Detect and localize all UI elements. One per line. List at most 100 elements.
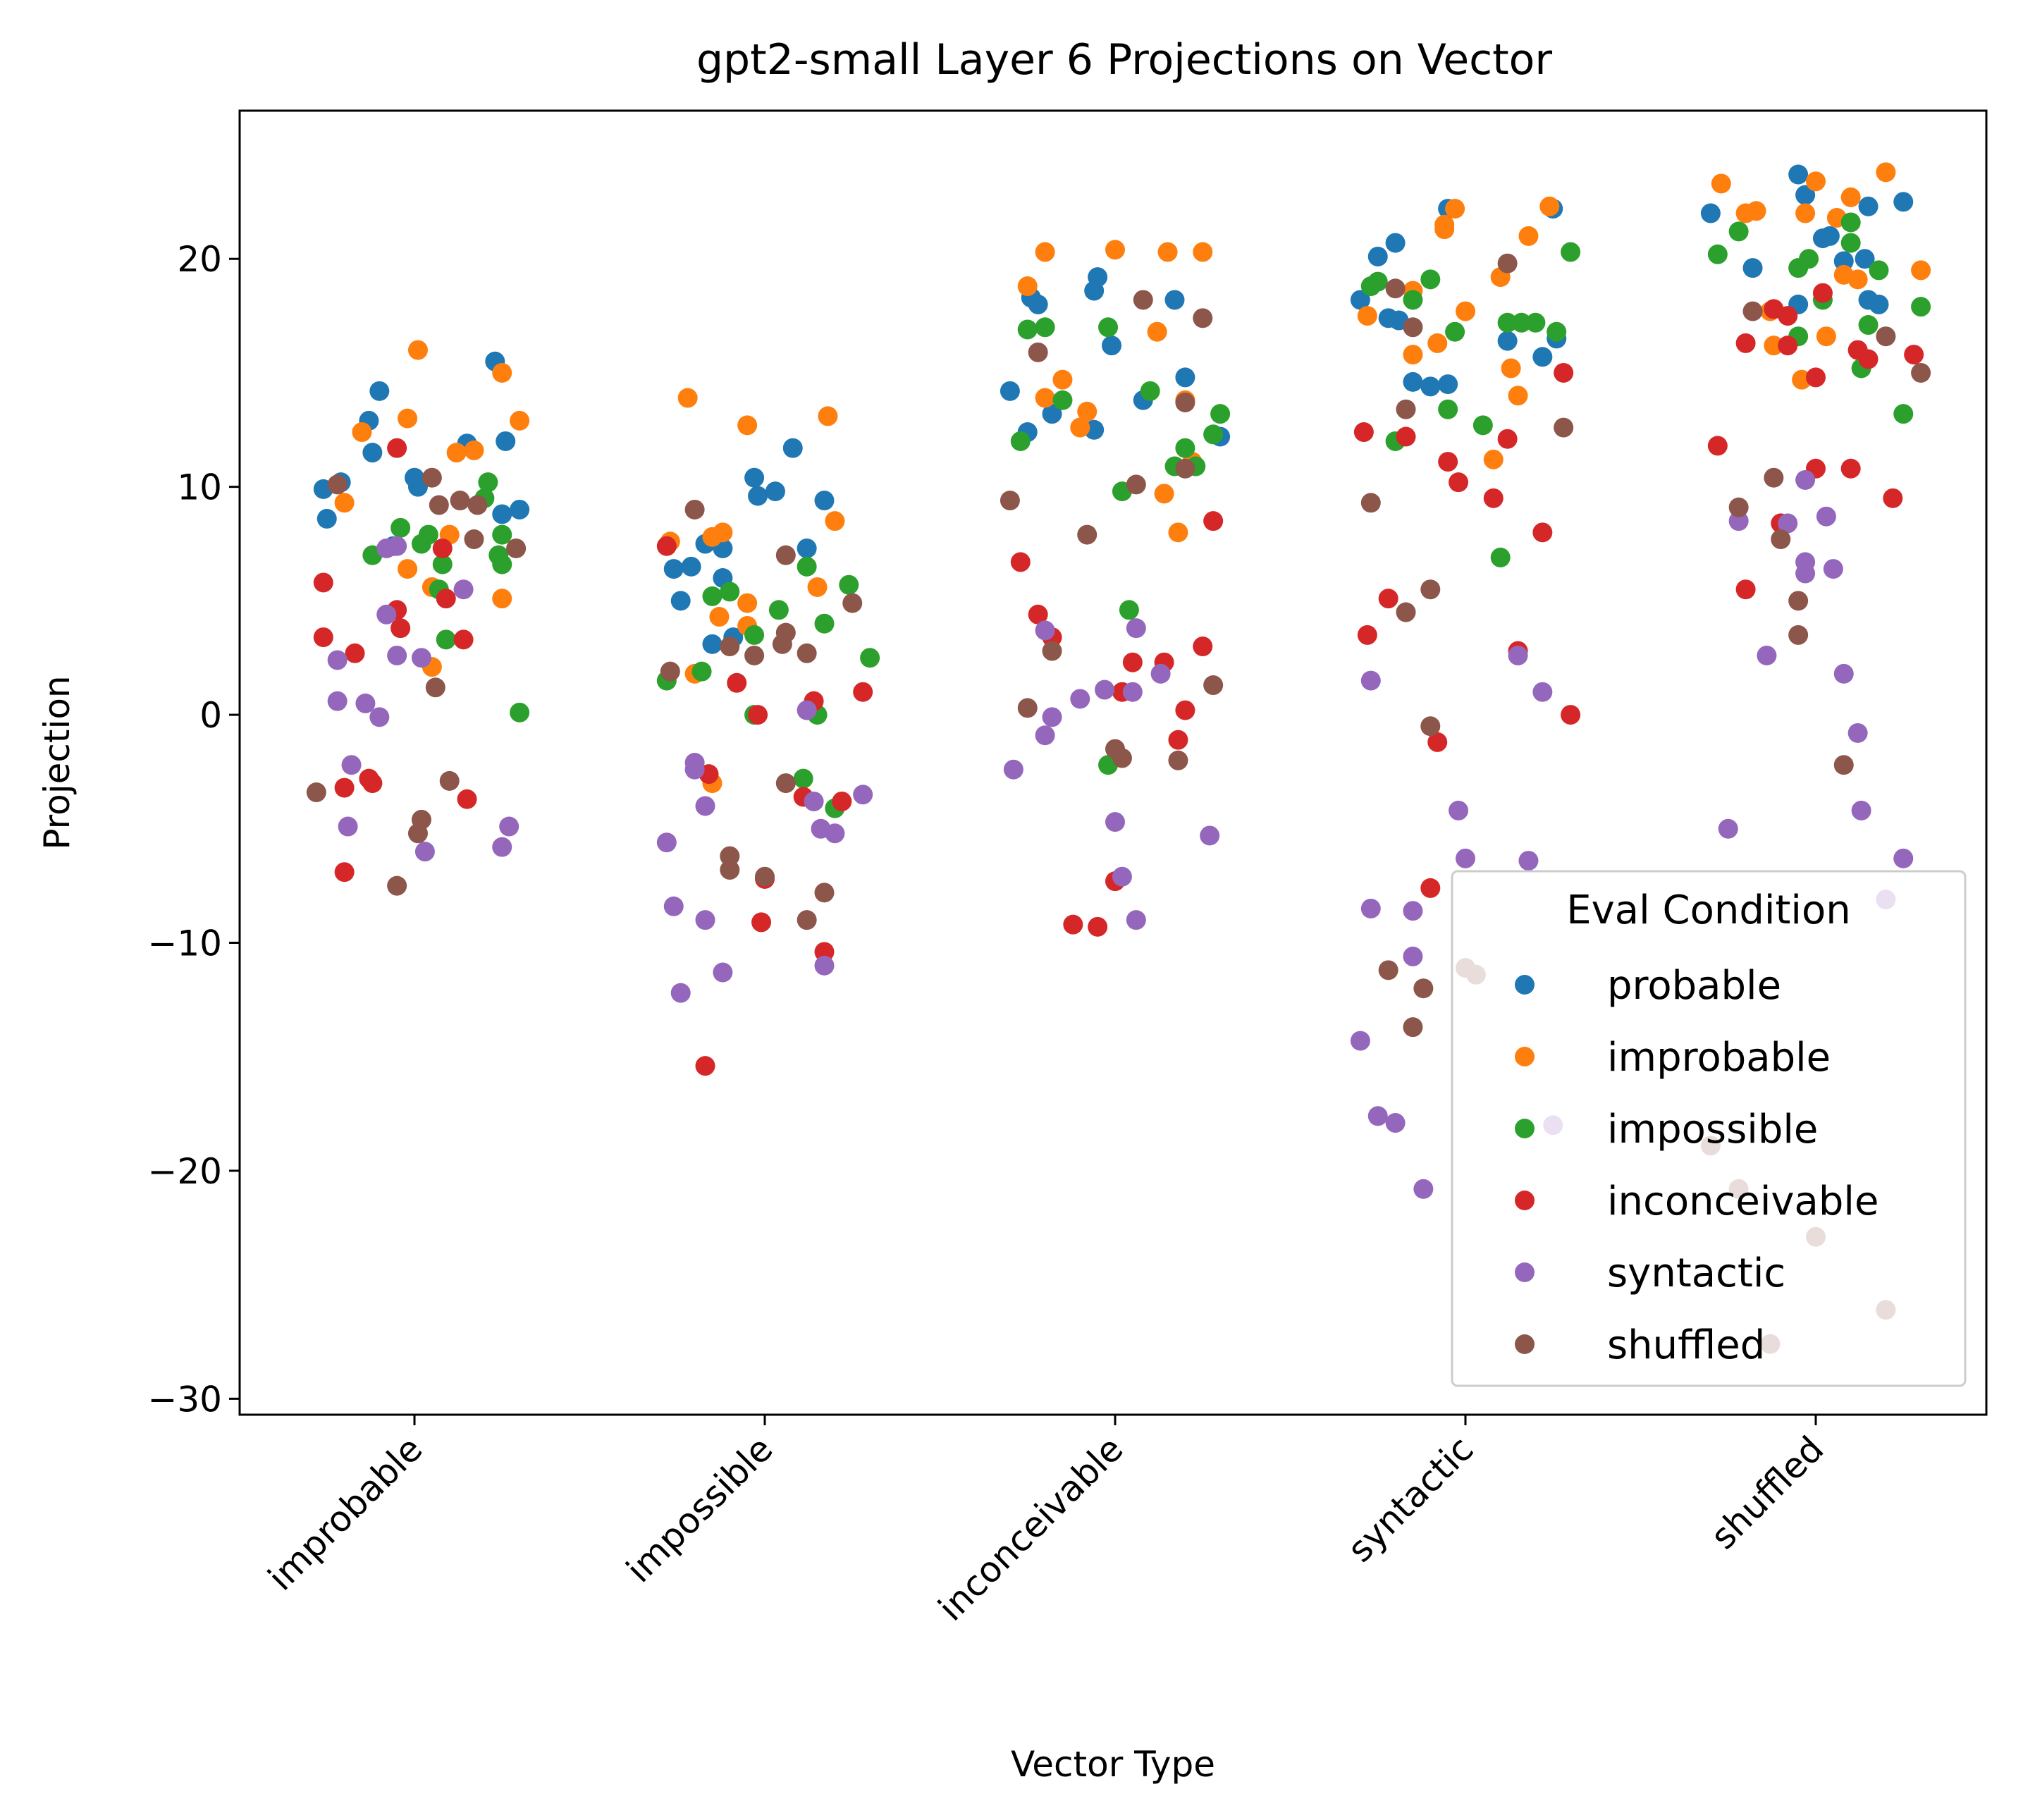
y-tick-label: −30 — [147, 1379, 222, 1420]
point-impossible — [391, 517, 411, 538]
data-points — [306, 162, 1931, 1354]
point-impossible — [1367, 271, 1388, 292]
point-improbable — [1876, 162, 1896, 183]
point-syntactic — [1778, 513, 1798, 534]
point-inconceivable — [1532, 522, 1553, 543]
point-syntactic — [1728, 511, 1749, 531]
point-impossible — [1119, 600, 1139, 620]
point-impossible — [478, 472, 498, 493]
point-inconceivable — [1449, 472, 1469, 493]
point-improbable — [1427, 333, 1448, 353]
point-inconceivable — [814, 942, 835, 962]
point-probable — [1855, 249, 1875, 269]
legend-label-improbable: improbable — [1607, 1035, 1831, 1081]
point-inconceivable — [1778, 306, 1798, 326]
point-syntactic — [1718, 818, 1738, 839]
point-syntactic — [1833, 663, 1854, 684]
point-syntactic — [355, 693, 376, 713]
point-probable — [748, 486, 768, 506]
point-shuffled — [1771, 529, 1791, 550]
point-impossible — [1052, 390, 1073, 410]
point-shuffled — [720, 846, 740, 866]
point-inconceivable — [727, 672, 747, 693]
legend-label-syntactic: syntactic — [1607, 1250, 1785, 1296]
point-inconceivable — [436, 589, 456, 609]
point-probable — [1438, 374, 1458, 395]
point-improbable — [1911, 260, 1931, 281]
point-syntactic — [1456, 848, 1475, 868]
point-shuffled — [842, 593, 863, 613]
point-probable — [492, 504, 512, 524]
point-shuffled — [1396, 399, 1416, 419]
point-probable — [1385, 233, 1406, 253]
point-syntactic — [1035, 620, 1055, 641]
point-shuffled — [450, 491, 470, 511]
point-syntactic — [684, 753, 705, 773]
point-shuffled — [1764, 467, 1784, 488]
point-probable — [702, 634, 722, 654]
point-shuffled — [1413, 978, 1434, 999]
point-impossible — [1010, 431, 1031, 451]
point-shuffled — [1077, 524, 1097, 545]
point-probable — [1102, 336, 1122, 356]
point-improbable — [1445, 199, 1465, 219]
point-syntactic — [1150, 663, 1171, 684]
point-probable — [1869, 294, 1889, 314]
point-shuffled — [1420, 579, 1441, 600]
point-inconceivable — [1735, 579, 1756, 600]
point-inconceivable — [453, 629, 474, 650]
point-impossible — [768, 600, 789, 620]
point-impossible — [1511, 312, 1532, 333]
point-syntactic — [1816, 506, 1836, 527]
point-improbable — [464, 440, 484, 460]
point-inconceivable — [313, 572, 333, 593]
point-improbable — [1077, 401, 1097, 422]
point-syntactic — [1112, 866, 1132, 887]
point-improbable — [492, 589, 512, 609]
legend: Eval Condition probable improbable impossi… — [1451, 870, 1967, 1387]
point-shuffled — [1788, 591, 1809, 611]
point-syntactic — [853, 785, 873, 805]
point-improbable — [713, 522, 733, 543]
point-shuffled — [775, 773, 796, 794]
point-probable — [1042, 404, 1062, 424]
point-impossible — [1098, 317, 1119, 338]
point-shuffled — [1028, 342, 1048, 362]
point-inconceivable — [1735, 333, 1756, 353]
point-impossible — [1869, 260, 1889, 281]
point-impossible — [1140, 381, 1160, 401]
point-syntactic — [1367, 1106, 1388, 1126]
point-improbable — [1746, 201, 1766, 221]
point-impossible — [1438, 399, 1458, 419]
legend-label-shuffled: shuffled — [1607, 1322, 1765, 1368]
point-probable — [782, 438, 803, 458]
point-probable — [1532, 347, 1553, 367]
point-shuffled — [775, 622, 796, 643]
point-shuffled — [1833, 755, 1854, 775]
point-inconceivable — [1088, 916, 1108, 937]
point-inconceivable — [1420, 878, 1441, 898]
point-inconceivable — [313, 627, 333, 648]
legend-marker-syntactic — [1515, 1262, 1535, 1282]
point-shuffled — [1554, 417, 1574, 438]
point-syntactic — [1200, 825, 1220, 846]
point-impossible — [1203, 424, 1224, 445]
point-inconceivable — [1203, 511, 1224, 531]
point-improbable — [818, 406, 838, 426]
point-inconceivable — [391, 618, 411, 639]
point-syntactic — [797, 700, 817, 720]
point-impossible — [1403, 290, 1423, 310]
point-inconceivable — [345, 643, 365, 663]
point-syntactic — [1413, 1179, 1434, 1199]
point-impossible — [1707, 244, 1728, 264]
point-shuffled — [1403, 1017, 1423, 1038]
point-probable — [407, 476, 428, 497]
point-improbable — [334, 493, 355, 513]
point-syntactic — [1385, 1113, 1406, 1133]
chart-title: gpt2-small Layer 6 Projections on Vector — [696, 35, 1552, 85]
point-probable — [1700, 203, 1721, 223]
point-syntactic — [695, 910, 715, 930]
point-inconceivable — [1357, 625, 1377, 645]
point-syntactic — [814, 955, 835, 976]
